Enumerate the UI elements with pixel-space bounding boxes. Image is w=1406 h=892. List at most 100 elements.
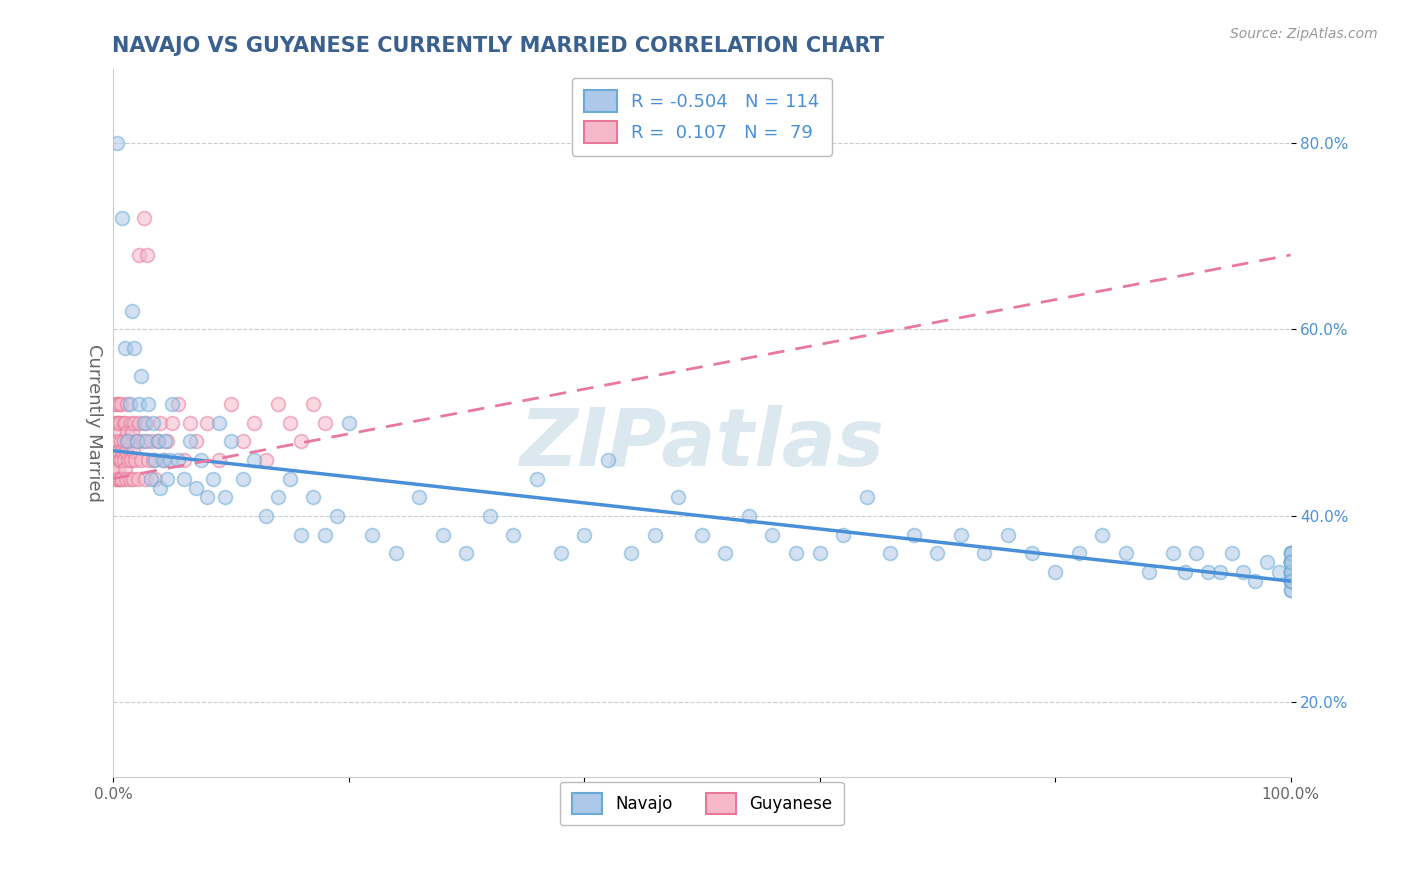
Point bbox=[1279, 565, 1302, 579]
Point bbox=[267, 490, 290, 504]
Point bbox=[738, 508, 761, 523]
Point bbox=[138, 453, 160, 467]
Point bbox=[1279, 546, 1302, 560]
Point bbox=[132, 211, 155, 225]
Point bbox=[107, 434, 129, 449]
Point bbox=[118, 472, 141, 486]
Point bbox=[104, 472, 127, 486]
Point bbox=[195, 490, 218, 504]
Point bbox=[456, 546, 478, 560]
Point bbox=[208, 453, 231, 467]
Point bbox=[135, 416, 157, 430]
Point bbox=[1279, 556, 1302, 570]
Point bbox=[1279, 546, 1302, 560]
Point bbox=[142, 453, 165, 467]
Point bbox=[1115, 546, 1137, 560]
Point bbox=[149, 416, 172, 430]
Point bbox=[314, 416, 336, 430]
Point bbox=[1137, 565, 1160, 579]
Point bbox=[1197, 565, 1219, 579]
Point bbox=[115, 434, 138, 449]
Point bbox=[104, 453, 127, 467]
Point bbox=[184, 434, 207, 449]
Point bbox=[122, 472, 145, 486]
Point bbox=[690, 527, 713, 541]
Point bbox=[108, 472, 131, 486]
Point bbox=[502, 527, 524, 541]
Point bbox=[290, 434, 312, 449]
Point bbox=[110, 397, 132, 411]
Point bbox=[1279, 565, 1302, 579]
Point bbox=[112, 434, 135, 449]
Point bbox=[131, 369, 153, 384]
Point bbox=[1279, 556, 1302, 570]
Point bbox=[128, 397, 150, 411]
Point bbox=[1220, 546, 1243, 560]
Point bbox=[1279, 565, 1302, 579]
Point bbox=[997, 527, 1019, 541]
Point bbox=[666, 490, 689, 504]
Point bbox=[572, 527, 595, 541]
Point bbox=[302, 490, 325, 504]
Point bbox=[1279, 546, 1302, 560]
Point bbox=[105, 416, 128, 430]
Point bbox=[1232, 565, 1254, 579]
Point bbox=[1268, 565, 1291, 579]
Point bbox=[112, 416, 135, 430]
Point bbox=[156, 472, 179, 486]
Point bbox=[105, 472, 128, 486]
Point bbox=[159, 453, 181, 467]
Point bbox=[1185, 546, 1208, 560]
Point bbox=[1279, 565, 1302, 579]
Point bbox=[384, 546, 406, 560]
Point bbox=[550, 546, 572, 560]
Point bbox=[103, 416, 125, 430]
Point bbox=[478, 508, 501, 523]
Point bbox=[117, 434, 139, 449]
Point bbox=[855, 490, 877, 504]
Point bbox=[526, 472, 548, 486]
Point bbox=[131, 434, 153, 449]
Point bbox=[219, 434, 242, 449]
Point bbox=[120, 416, 142, 430]
Point bbox=[107, 462, 129, 476]
Point bbox=[105, 397, 128, 411]
Point bbox=[105, 443, 128, 458]
Point bbox=[761, 527, 783, 541]
Point bbox=[214, 490, 236, 504]
Point bbox=[114, 416, 136, 430]
Point bbox=[1043, 565, 1066, 579]
Point bbox=[620, 546, 643, 560]
Point bbox=[114, 462, 136, 476]
Point bbox=[314, 527, 336, 541]
Point bbox=[243, 416, 266, 430]
Point bbox=[124, 453, 146, 467]
Point bbox=[124, 341, 146, 355]
Point bbox=[1067, 546, 1090, 560]
Point bbox=[1244, 574, 1267, 589]
Point bbox=[1279, 574, 1302, 589]
Point bbox=[107, 416, 129, 430]
Point bbox=[179, 416, 201, 430]
Point bbox=[108, 443, 131, 458]
Point bbox=[337, 416, 360, 430]
Point bbox=[160, 416, 183, 430]
Point bbox=[1279, 583, 1302, 598]
Point bbox=[153, 434, 176, 449]
Point bbox=[117, 453, 139, 467]
Point bbox=[949, 527, 972, 541]
Point bbox=[179, 434, 201, 449]
Point bbox=[145, 453, 167, 467]
Point bbox=[166, 397, 188, 411]
Point bbox=[115, 472, 138, 486]
Point bbox=[243, 453, 266, 467]
Point bbox=[103, 462, 125, 476]
Point bbox=[125, 434, 148, 449]
Text: ZIPatlas: ZIPatlas bbox=[519, 405, 884, 483]
Point bbox=[104, 397, 127, 411]
Point bbox=[135, 434, 157, 449]
Point bbox=[108, 397, 131, 411]
Point bbox=[1279, 583, 1302, 598]
Point bbox=[267, 397, 290, 411]
Point bbox=[1279, 574, 1302, 589]
